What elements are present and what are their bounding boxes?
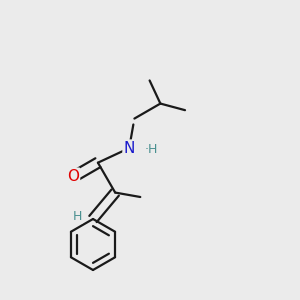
- Text: ·H: ·H: [145, 143, 158, 156]
- Text: O: O: [67, 169, 79, 184]
- Text: N: N: [124, 141, 135, 156]
- Text: H: H: [73, 209, 82, 223]
